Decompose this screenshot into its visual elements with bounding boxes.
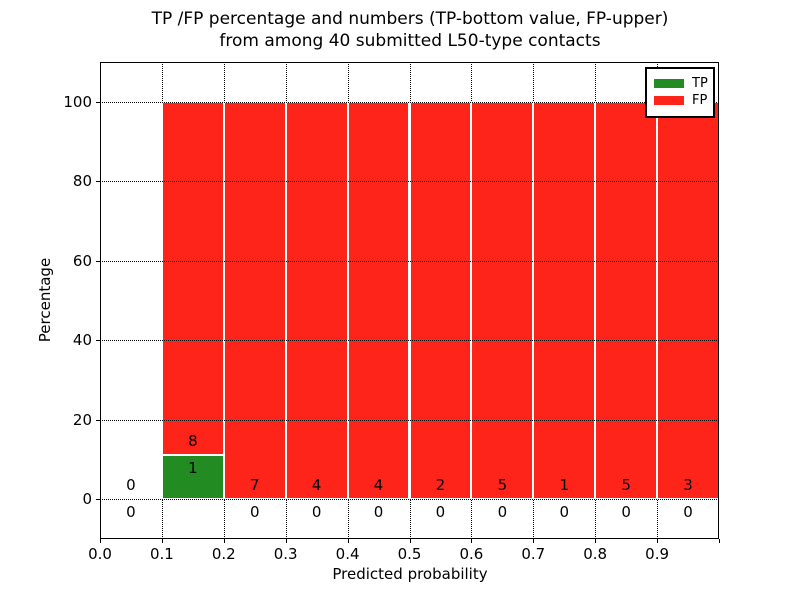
tp-count-bin-0: 0 — [126, 503, 136, 522]
tp-count-bin-1: 1 — [188, 459, 198, 478]
chart-title-line1: TP /FP percentage and numbers (TP-bottom… — [151, 9, 669, 29]
fp-count-bin-5: 2 — [435, 476, 446, 495]
x-axis-label: Predicted probability — [332, 565, 488, 583]
y-tick — [96, 102, 100, 103]
fp-count-bin-4: 4 — [373, 476, 384, 495]
chart-title: TP /FP percentage and numbers (TP-bottom… — [100, 8, 720, 52]
x-tick-label: 0.7 — [521, 545, 546, 563]
bar-fp-bin-6 — [471, 101, 534, 500]
y-axis-label: Percentage — [36, 257, 54, 343]
bar-fp-bin-1 — [161, 101, 224, 456]
tp-count-bin-9: 0 — [683, 503, 693, 522]
x-tick — [348, 539, 349, 543]
bar-fp-bin-4 — [347, 101, 410, 500]
y-tick — [96, 340, 100, 341]
x-tick-label: 0.9 — [645, 545, 670, 563]
tp-count-bin-2: 0 — [249, 503, 260, 522]
legend-entry-fp: FP — [654, 93, 708, 108]
x-tick — [100, 539, 101, 543]
legend-label-tp: TP — [692, 76, 708, 91]
x-tick-label: 0.3 — [273, 545, 298, 563]
chart-title-line2: from among 40 submitted L50-type contact… — [219, 31, 601, 51]
tp-count-bin-8: 0 — [621, 503, 631, 522]
y-tick — [96, 420, 100, 421]
bar-tp-bin-1 — [161, 455, 224, 500]
legend-entry-tp: TP — [654, 76, 708, 91]
y-tick-label: 40 — [72, 331, 92, 350]
tp-count-bin-3: 0 — [311, 503, 322, 522]
x-tick — [657, 539, 658, 543]
y-gridline — [100, 419, 719, 421]
fp-count-bin-6: 5 — [497, 476, 508, 495]
y-tick-label: 80 — [72, 172, 92, 191]
x-tick — [471, 539, 472, 543]
x-tick-label: 0.6 — [459, 545, 484, 563]
x-tick — [224, 539, 225, 543]
fp-count-bin-1: 8 — [188, 432, 198, 451]
x-tick — [162, 539, 163, 543]
x-tick — [286, 539, 287, 543]
y-tick-label: 60 — [72, 251, 92, 270]
legend-label-fp: FP — [692, 93, 708, 108]
x-tick — [410, 539, 411, 543]
bar-fp-bin-9 — [657, 101, 719, 500]
bar-fp-bin-8 — [595, 101, 658, 500]
bar-fp-bin-5 — [409, 101, 472, 500]
x-tick-label: 0.2 — [211, 545, 236, 563]
bar-fp-bin-3 — [285, 101, 348, 500]
tp-count-bin-6: 0 — [497, 503, 508, 522]
y-gridline — [100, 101, 719, 103]
y-tick-label: 20 — [72, 410, 92, 429]
x-tick-label: 0.8 — [583, 545, 608, 563]
y-tick-label: 0 — [82, 490, 92, 509]
y-tick — [96, 261, 100, 262]
fp-count-bin-9: 3 — [683, 476, 693, 495]
y-gridline — [100, 499, 719, 501]
x-tick-label: 0.5 — [397, 545, 422, 563]
fp-count-bin-7: 1 — [559, 476, 570, 495]
x-tick — [719, 539, 720, 543]
bar-fp-bin-2 — [223, 101, 286, 500]
fp-color-swatch — [654, 96, 684, 105]
tp-count-bin-5: 0 — [435, 503, 446, 522]
y-gridline — [100, 340, 719, 342]
tp-count-bin-4: 0 — [373, 503, 384, 522]
y-tick — [96, 181, 100, 182]
x-tick — [533, 539, 534, 543]
y-gridline — [100, 260, 719, 262]
bar-fp-bin-7 — [533, 101, 596, 500]
legend: TP FP — [645, 67, 715, 118]
tp-color-swatch — [654, 79, 684, 88]
fp-count-bin-3: 4 — [311, 476, 322, 495]
fp-count-bin-0: 0 — [126, 476, 136, 495]
x-tick-label: 0.0 — [88, 545, 112, 563]
y-tick — [96, 499, 100, 500]
x-tick — [595, 539, 596, 543]
y-tick-label: 100 — [63, 92, 92, 111]
x-tick-label: 0.4 — [335, 545, 360, 563]
y-gridline — [100, 181, 719, 183]
fp-count-bin-2: 7 — [249, 476, 260, 495]
x-tick-label: 0.1 — [149, 545, 174, 563]
fp-count-bin-8: 5 — [621, 476, 631, 495]
tp-count-bin-7: 0 — [559, 503, 570, 522]
